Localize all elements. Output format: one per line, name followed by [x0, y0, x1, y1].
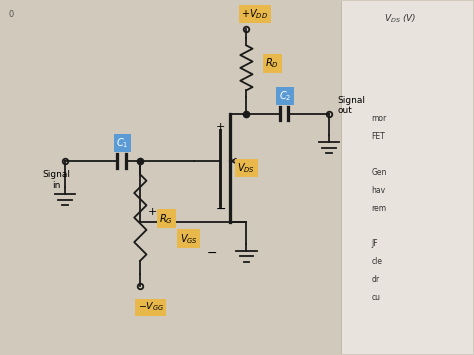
Text: $V_{DS}$: $V_{DS}$: [237, 161, 255, 175]
Text: $C_1$: $C_1$: [116, 136, 128, 150]
Text: $R_D$: $R_D$: [265, 56, 279, 70]
Text: JF: JF: [371, 240, 378, 248]
Text: cle: cle: [371, 257, 383, 266]
Bar: [341, 1, 473, 354]
Text: mor: mor: [371, 114, 387, 123]
Text: dr: dr: [371, 275, 380, 284]
Text: $C_2$: $C_2$: [279, 89, 291, 103]
Text: +: +: [147, 207, 157, 217]
Text: −: −: [207, 246, 218, 260]
Text: rem: rem: [371, 204, 386, 213]
Text: Signal
out: Signal out: [337, 95, 365, 115]
Text: $+V_{DD}$: $+V_{DD}$: [241, 7, 268, 21]
Text: cu: cu: [371, 293, 380, 302]
Text: +: +: [216, 122, 225, 132]
Text: $V_{GS}$: $V_{GS}$: [180, 232, 198, 246]
Text: Signal
in: Signal in: [42, 170, 71, 190]
Text: hav: hav: [371, 186, 385, 195]
Text: $V_{DS}$ (V): $V_{DS}$ (V): [384, 12, 416, 25]
Text: Gen: Gen: [371, 168, 387, 177]
Text: 0: 0: [9, 10, 14, 19]
Text: $R_G$: $R_G$: [159, 212, 173, 226]
Text: FET: FET: [371, 132, 385, 141]
Text: −: −: [215, 203, 226, 215]
Text: $-V_{GG}$: $-V_{GG}$: [137, 301, 164, 313]
